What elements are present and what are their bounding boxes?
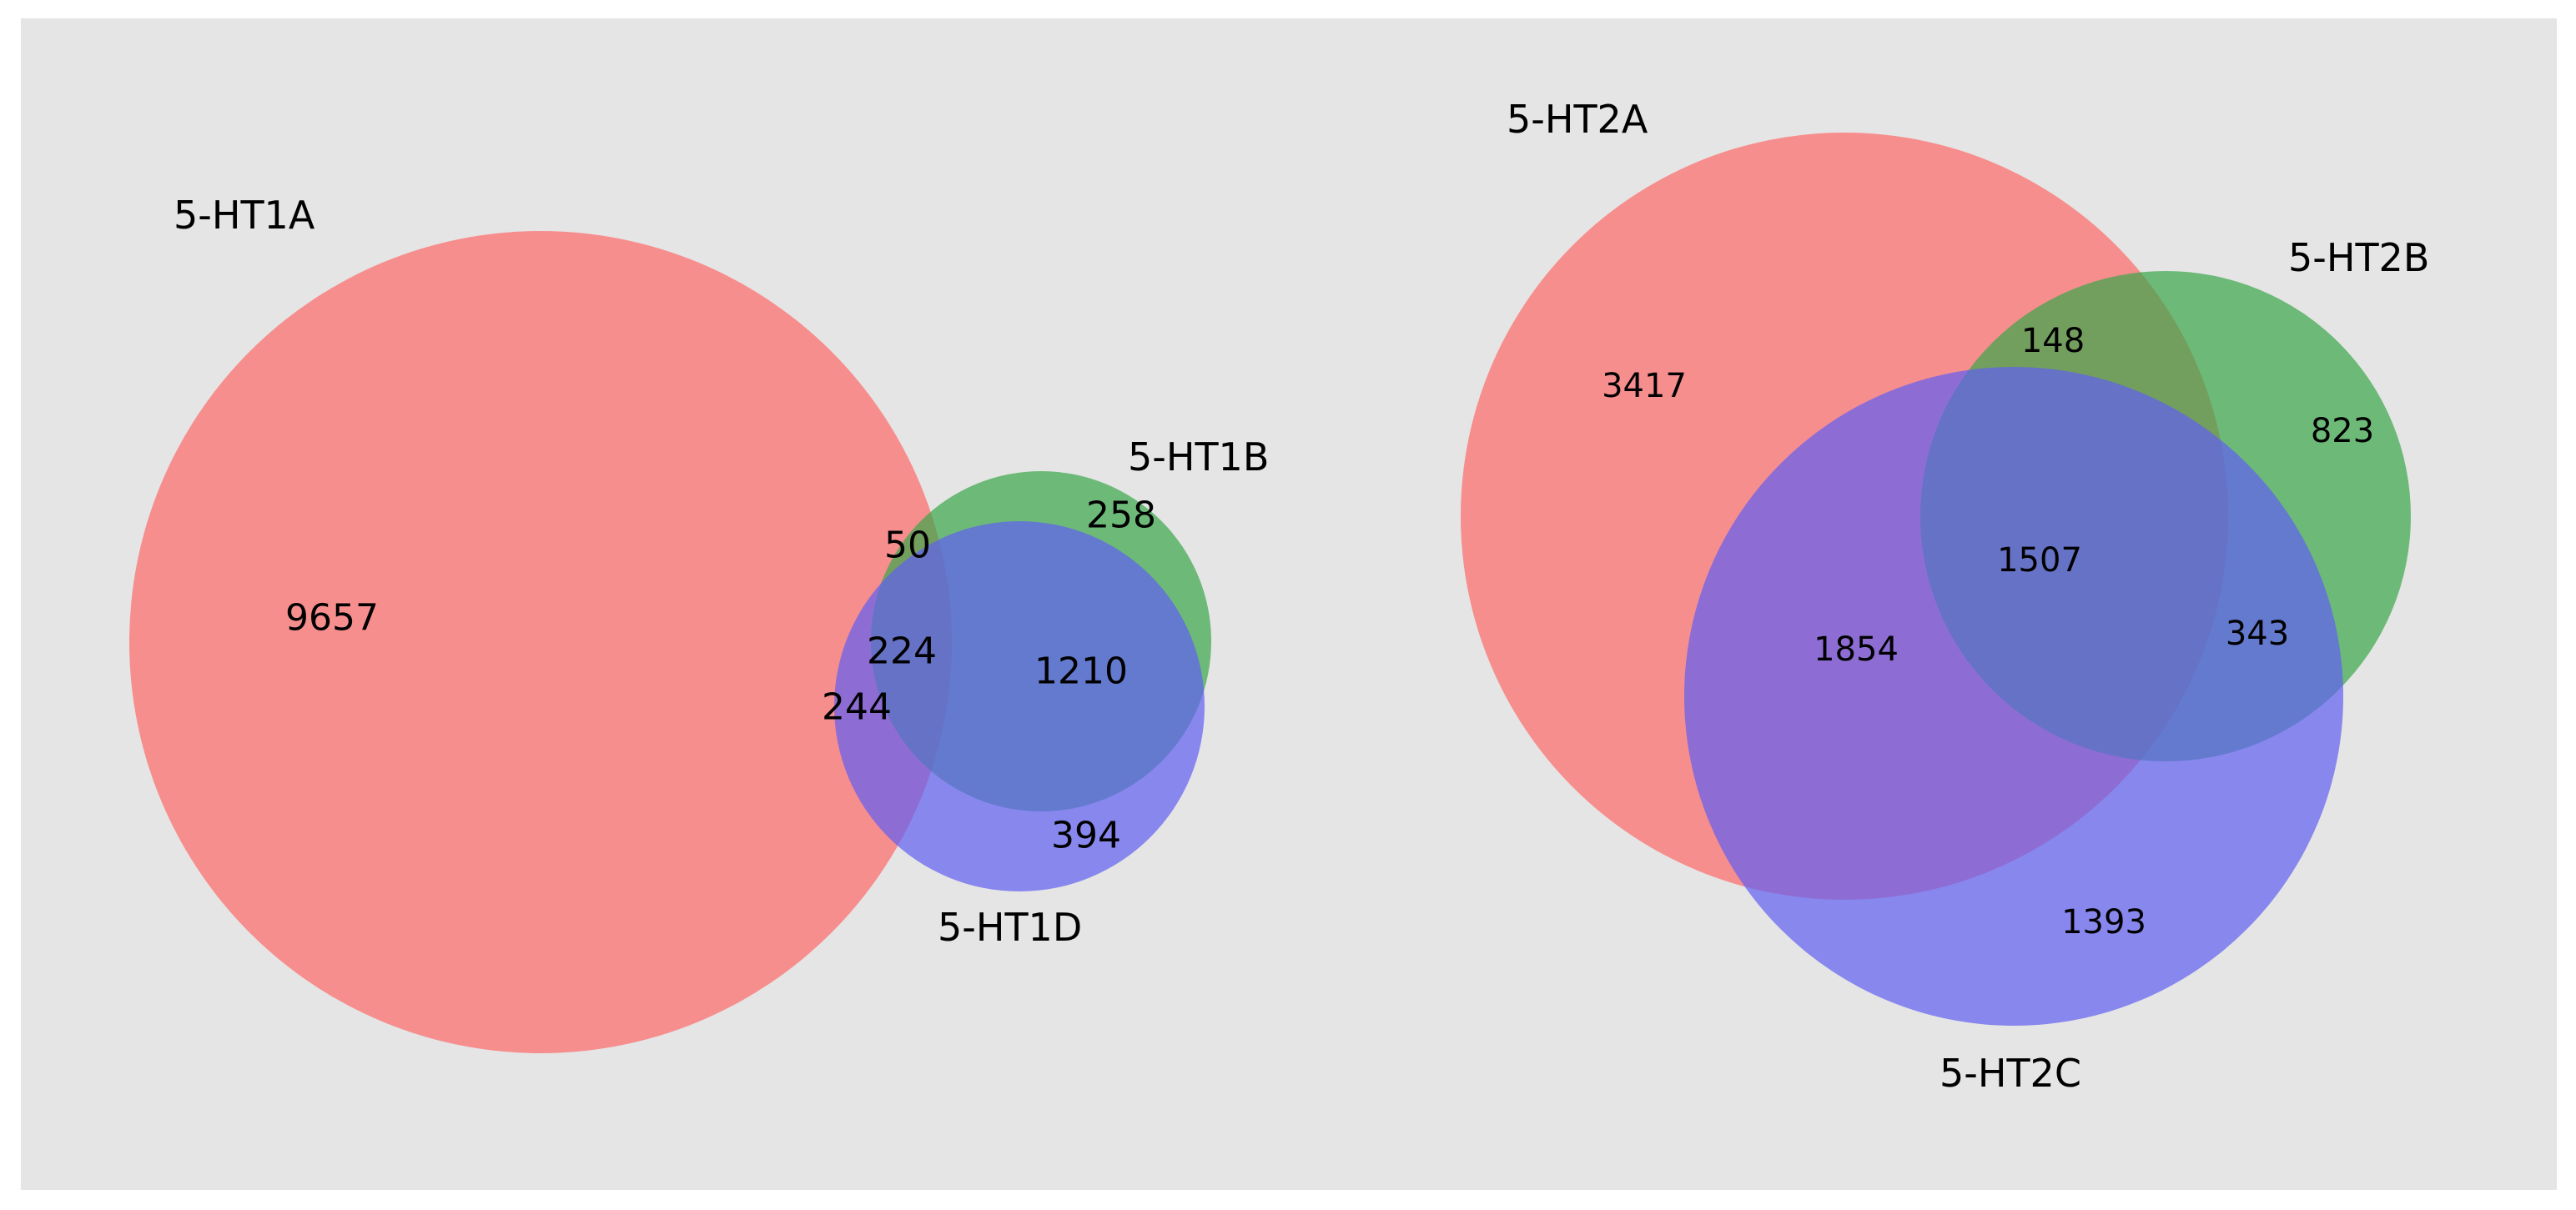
venn-right: 5-HT2A 5-HT2B 5-HT2C 3417 823 1393 148 1… bbox=[1461, 97, 2429, 1096]
venn-left-set-a-circle bbox=[129, 231, 952, 1053]
venn-left-abc-count: 224 bbox=[867, 630, 937, 673]
venn-left-set-a-label: 5-HT1A bbox=[174, 193, 315, 238]
venn-left-set-c-label: 5-HT1D bbox=[938, 905, 1082, 950]
venn-left-ab-only-count: 50 bbox=[884, 525, 931, 567]
venn-left-set-c-circle bbox=[834, 521, 1205, 891]
venn-right-bc-only-count: 343 bbox=[2226, 615, 2289, 653]
venn-right-ab-only-count: 148 bbox=[2021, 322, 2085, 360]
venn-left-ac-only-count: 244 bbox=[822, 686, 892, 729]
venn-right-set-a-label: 5-HT2A bbox=[1507, 97, 1648, 142]
venn-left-bc-only-count: 1210 bbox=[1034, 650, 1128, 693]
venn-right-ac-only-count: 1854 bbox=[1814, 630, 1899, 669]
venn-left-b-only-count: 258 bbox=[1086, 495, 1156, 537]
venn-right-c-only-count: 1393 bbox=[2061, 903, 2146, 941]
venn-right-set-c-circle bbox=[1684, 367, 2343, 1026]
venn-right-b-only-count: 823 bbox=[2311, 412, 2374, 450]
venn-right-set-b-label: 5-HT2B bbox=[2288, 235, 2429, 280]
venn-left: 5-HT1A 5-HT1B 5-HT1D 9657 258 394 50 244… bbox=[129, 193, 1269, 1053]
venn-left-set-b-label: 5-HT1B bbox=[1128, 434, 1269, 479]
venn-left-a-only-count: 9657 bbox=[285, 597, 379, 640]
venn-right-abc-count: 1507 bbox=[1997, 541, 2082, 580]
venn-right-set-c-label: 5-HT2C bbox=[1940, 1051, 2081, 1096]
venn-right-a-only-count: 3417 bbox=[1602, 367, 1687, 405]
venn-left-c-only-count: 394 bbox=[1051, 815, 1121, 857]
